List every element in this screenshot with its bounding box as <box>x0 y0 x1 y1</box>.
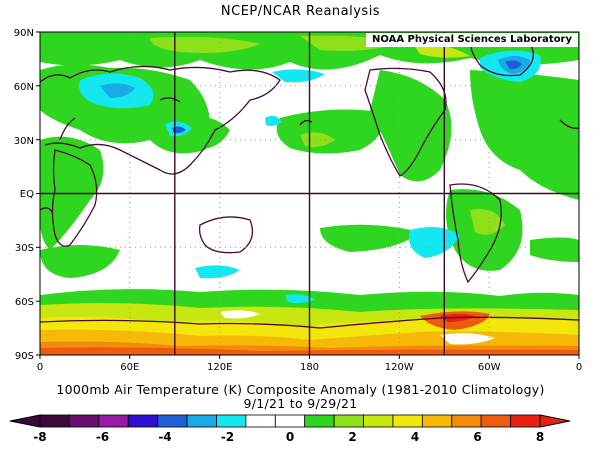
colorbar-label: 4 <box>411 430 419 444</box>
colorbar-swatch <box>274 414 306 428</box>
colorbar-swatch <box>216 414 247 428</box>
colorbar-swatch <box>98 414 129 428</box>
lon-label: 60E <box>120 362 139 373</box>
colorbar-label: -6 <box>96 430 109 444</box>
lon-label: 60W <box>478 362 501 373</box>
lat-label: 60S <box>15 297 34 308</box>
colorbar-swatch <box>333 414 364 428</box>
colorbar-right-arrow <box>539 414 571 428</box>
colorbar-swatch <box>245 414 276 428</box>
key-lines <box>40 32 579 355</box>
colorbar-swatch <box>304 414 335 428</box>
colorbar-swatch <box>451 414 482 428</box>
colorbar-swatch <box>480 414 511 428</box>
lon-label: 0 <box>576 362 582 373</box>
caption-variable: 1000mb Air Temperature (K) Composite Ano… <box>56 382 545 397</box>
colorbar-label: 2 <box>348 430 356 444</box>
colorbar-swatch <box>421 414 453 428</box>
map-title: NCEP/NCAR Reanalysis <box>220 4 381 19</box>
colorbar-label: -2 <box>221 430 234 444</box>
colorbar-label: 8 <box>536 430 544 444</box>
lon-label: 180 <box>300 362 319 373</box>
colorbar-swatch <box>127 414 159 428</box>
colorbar-swatch <box>157 414 188 428</box>
lat-label: 30N <box>14 136 34 147</box>
lat-label: 90S <box>15 351 34 362</box>
colorbar: -8 -6 -4 -2 0 2 4 6 8 <box>9 414 571 444</box>
credit-label: NOAA Physical Sciences Laboratory <box>366 33 578 47</box>
lon-label: 120E <box>207 362 232 373</box>
caption-dates: 9/1/21 to 9/29/21 <box>243 396 358 411</box>
colorbar-label: 6 <box>473 430 481 444</box>
colorbar-left-arrow <box>9 414 41 428</box>
lat-label: 60N <box>14 82 34 93</box>
lat-label: 90N <box>14 28 34 39</box>
colorbar-swatch <box>39 414 70 428</box>
colorbar-label: 0 <box>286 430 294 444</box>
colorbar-label: -4 <box>158 430 171 444</box>
colorbar-swatch <box>392 414 423 428</box>
lon-label: 120W <box>385 362 414 373</box>
lat-label: 30S <box>15 243 34 254</box>
colorbar-label: -8 <box>33 430 46 444</box>
colorbar-swatch <box>186 414 217 428</box>
colorbar-swatch <box>510 414 541 428</box>
lon-labels: 0 60E 120E 180 120W 60W 0 <box>37 362 582 373</box>
tick-marks <box>36 31 580 359</box>
colorbar-swatch <box>363 414 394 428</box>
lat-labels: 90N 60N 30N EQ 30S 60S 90S <box>14 28 34 362</box>
lat-label: EQ <box>20 189 34 200</box>
anomaly-map: 90N 60N 30N EQ 30S 60S 90S 0 60E 120E 18… <box>14 28 582 373</box>
lon-label: 0 <box>37 362 43 373</box>
colorbar-swatch <box>69 414 100 428</box>
